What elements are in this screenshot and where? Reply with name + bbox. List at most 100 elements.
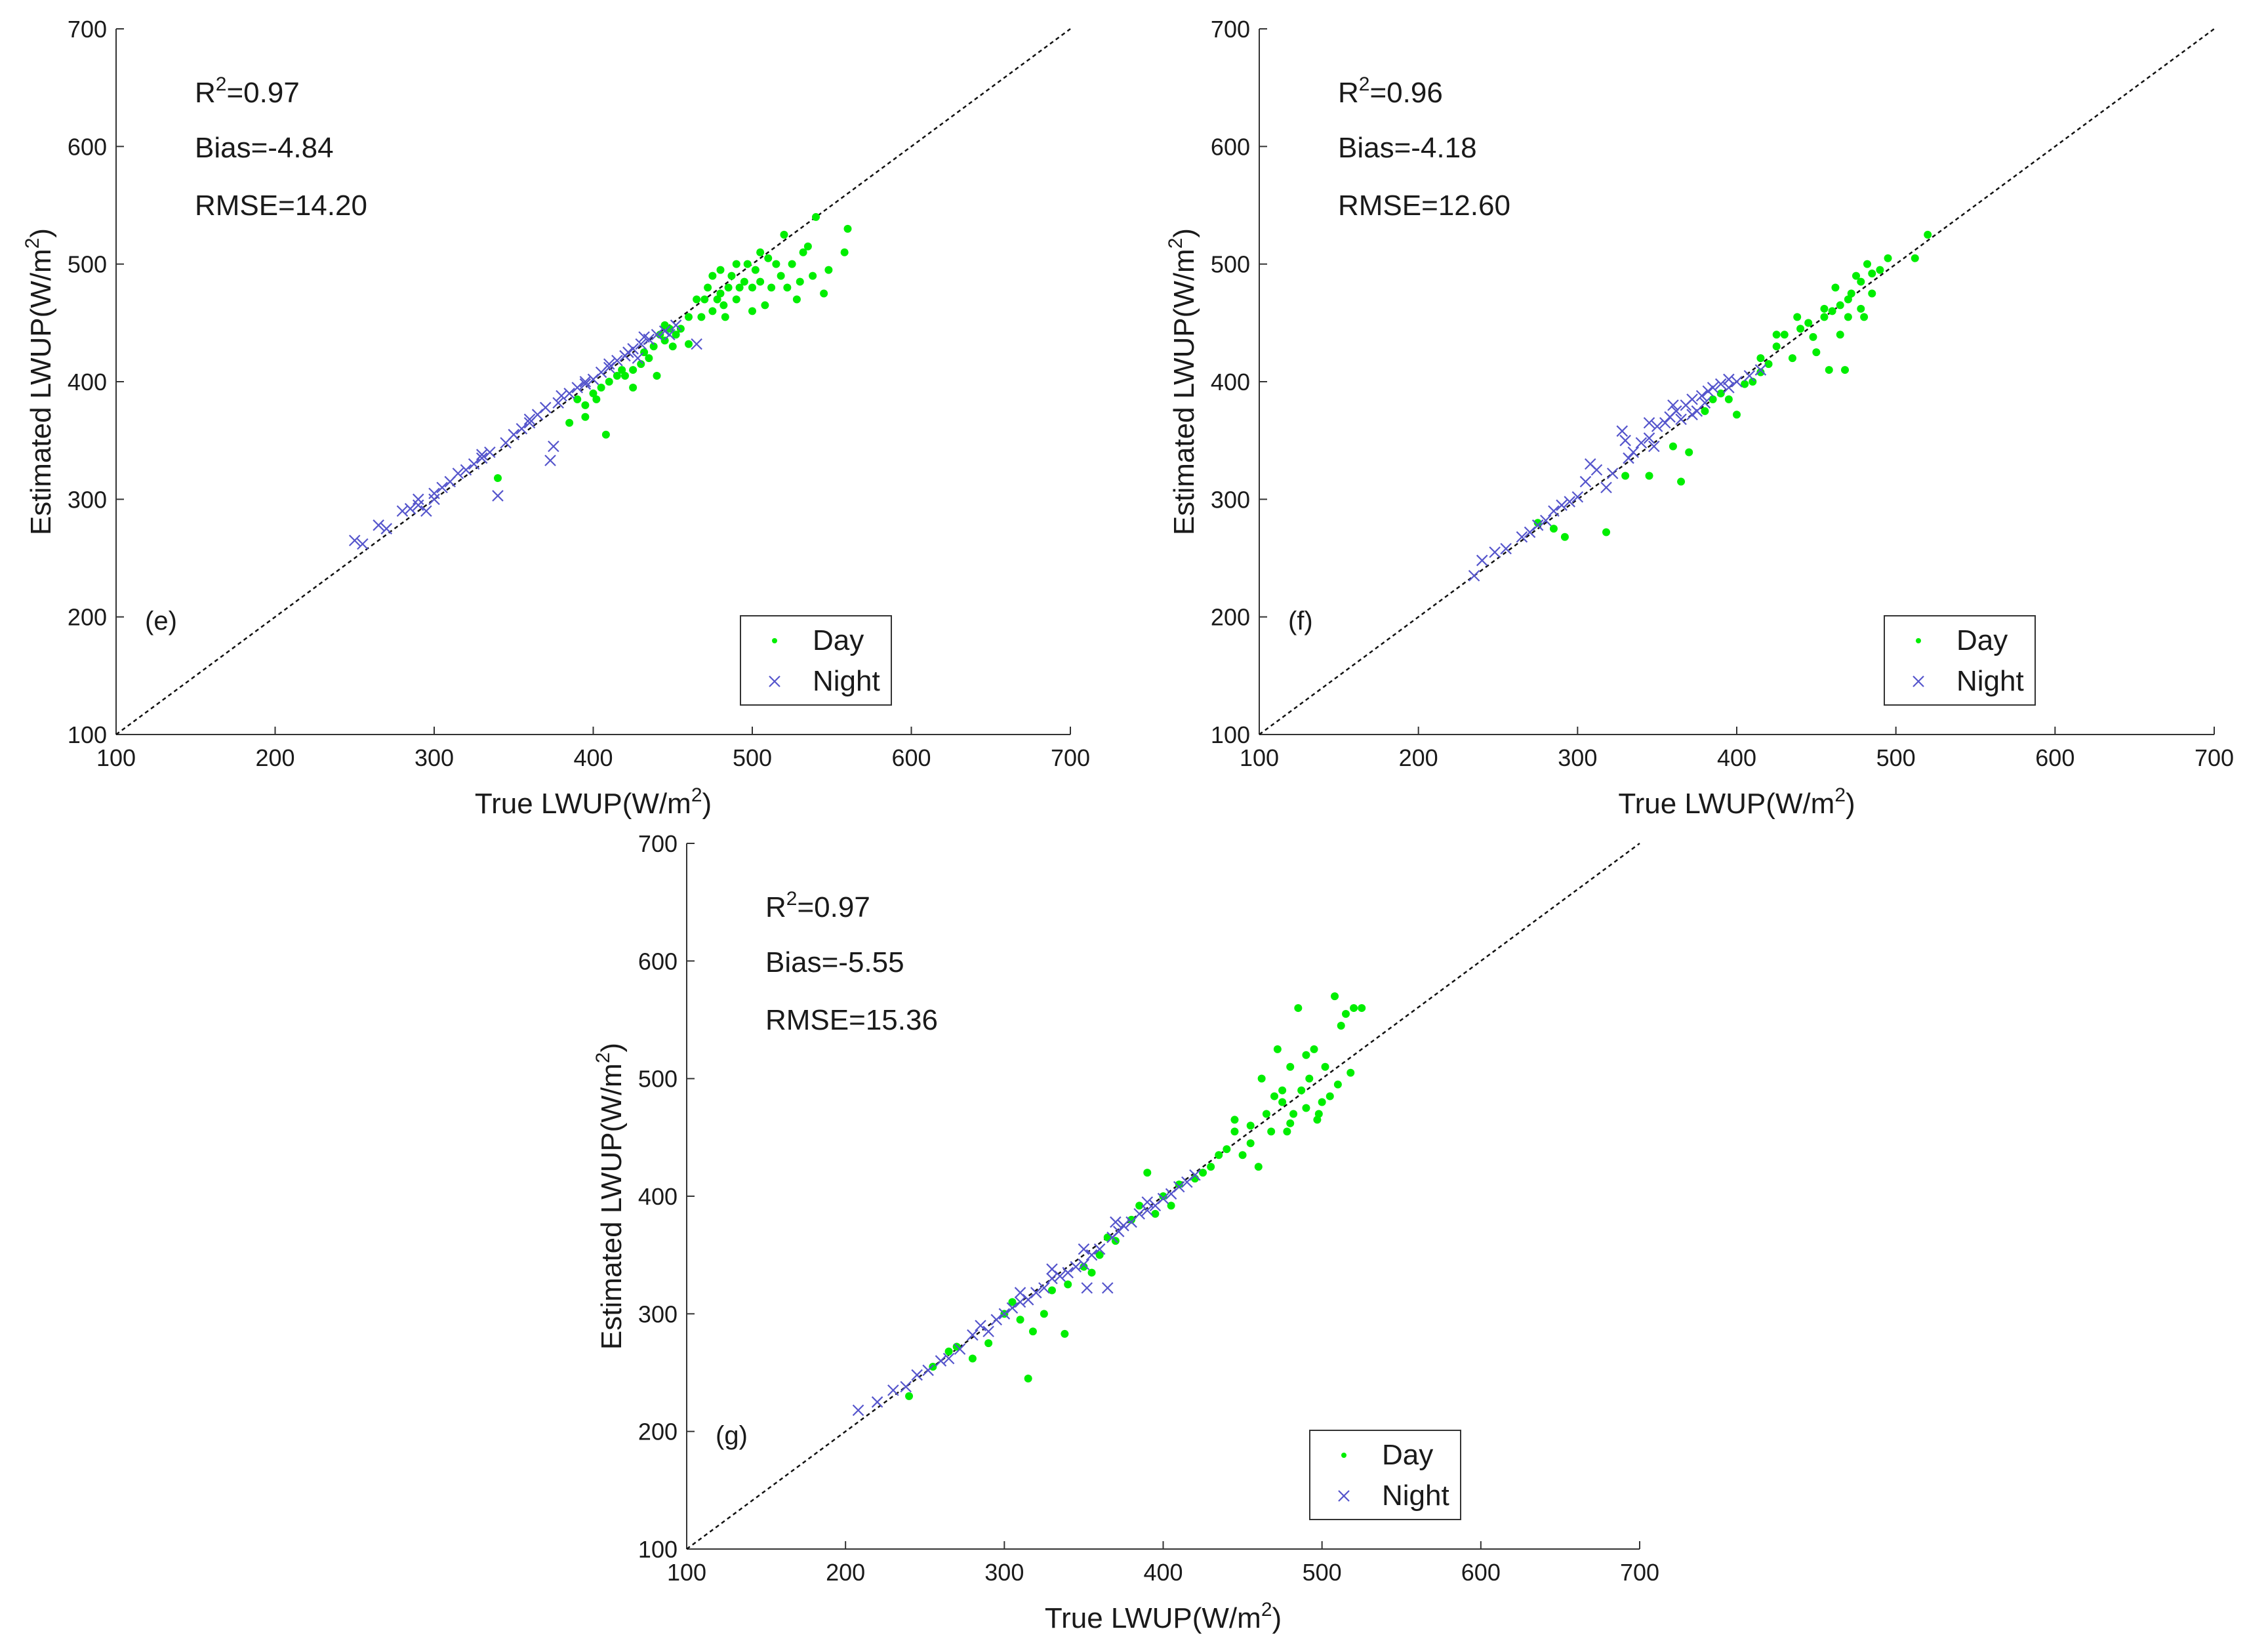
night-point	[1046, 1263, 1058, 1275]
night-point	[428, 493, 440, 506]
stat-bias: Bias=-4.18	[1338, 132, 1477, 164]
night-point	[982, 1325, 994, 1338]
night-point	[887, 1384, 899, 1396]
day-point	[984, 1339, 993, 1348]
day-point	[1278, 1086, 1287, 1095]
y-tick-label: 100	[1211, 721, 1250, 748]
night-point	[1714, 378, 1727, 390]
y-tick-label: 400	[1211, 369, 1250, 395]
day-point	[1350, 1004, 1358, 1013]
night-point	[691, 338, 702, 350]
day-point	[1207, 1163, 1215, 1171]
night-point	[1548, 505, 1560, 517]
night-point	[935, 1355, 947, 1367]
legend-day-label: Day	[1382, 1439, 1433, 1471]
day-point	[783, 283, 792, 292]
x-axis-label: True LWUP(W/m2)	[475, 784, 712, 820]
night-point	[1540, 514, 1552, 527]
day-point	[1318, 1098, 1326, 1106]
day-point	[735, 283, 744, 292]
day-point	[708, 307, 717, 315]
day-point	[637, 360, 645, 369]
day-point	[1047, 1286, 1056, 1295]
day-point	[1549, 525, 1558, 533]
day-point	[1924, 230, 1932, 239]
day-point	[1764, 360, 1773, 369]
day-point	[1024, 1374, 1032, 1382]
night-point	[1600, 481, 1612, 494]
day-point	[1254, 1163, 1263, 1171]
x-tick-label: 200	[826, 1559, 865, 1586]
day-point	[1756, 368, 1765, 376]
day-point	[1844, 313, 1852, 321]
night-point	[1133, 1208, 1145, 1220]
day-point	[1804, 319, 1813, 327]
night-point	[1686, 393, 1698, 405]
panel-label: (g)	[716, 1421, 748, 1450]
day-point	[1602, 528, 1611, 536]
night-point	[1643, 432, 1655, 444]
night-point	[627, 343, 639, 355]
y-tick-label: 100	[68, 721, 107, 748]
x-axis-label: True LWUP(W/m2)	[1045, 1599, 1282, 1634]
day-point	[1825, 366, 1833, 374]
x-tick-label: 300	[1558, 744, 1597, 771]
y-tick-label: 600	[1211, 133, 1250, 160]
day-point	[1860, 313, 1869, 321]
day-point	[751, 266, 759, 274]
y-tick-label: 400	[638, 1183, 678, 1210]
night-point	[412, 493, 424, 506]
x-tick-label: 100	[1240, 744, 1279, 771]
night-point	[1078, 1259, 1090, 1270]
day-point	[809, 272, 817, 280]
night-point	[967, 1329, 979, 1341]
x-tick-label: 600	[1461, 1559, 1501, 1586]
night-point	[1070, 1260, 1082, 1273]
y-tick-label: 500	[638, 1066, 678, 1093]
day-point	[767, 283, 776, 292]
day-point	[772, 260, 780, 268]
night-point	[670, 319, 682, 331]
day-point	[621, 372, 629, 380]
night-point	[1754, 364, 1767, 376]
day-point	[1841, 366, 1850, 374]
day-point	[685, 340, 693, 348]
day-point	[743, 260, 752, 268]
legend-night-marker	[1913, 675, 1924, 687]
night-point	[954, 1343, 966, 1355]
x-tick-label: 200	[255, 744, 294, 771]
day-point	[1685, 448, 1693, 456]
day-point	[740, 277, 748, 286]
day-point	[676, 325, 685, 333]
night-point	[1619, 434, 1631, 447]
day-point	[573, 395, 582, 403]
legend-night-label: Night	[1382, 1480, 1449, 1512]
day-point	[1669, 442, 1677, 451]
day-point	[905, 1392, 914, 1400]
day-point	[748, 307, 756, 315]
day-point	[1716, 389, 1725, 397]
day-point	[1772, 331, 1781, 339]
day-point	[721, 313, 729, 321]
day-point	[1857, 277, 1865, 286]
day-point	[685, 313, 693, 321]
night-point	[380, 523, 393, 534]
night-point	[1468, 570, 1480, 582]
night-point	[1014, 1287, 1026, 1299]
x-axis-label: True LWUP(W/m2)	[1618, 784, 1855, 820]
night-point	[1686, 409, 1698, 420]
day-point	[1844, 295, 1852, 304]
day-point	[1297, 1086, 1306, 1095]
night-point	[1699, 397, 1711, 409]
stat-rmse: RMSE=15.36	[765, 1004, 938, 1036]
day-point	[1868, 270, 1876, 278]
day-point	[1876, 266, 1884, 274]
night-point	[571, 382, 584, 393]
night-point	[622, 346, 634, 358]
night-point	[1014, 1296, 1026, 1308]
legend-day-marker	[1916, 638, 1921, 643]
day-point	[697, 313, 706, 321]
